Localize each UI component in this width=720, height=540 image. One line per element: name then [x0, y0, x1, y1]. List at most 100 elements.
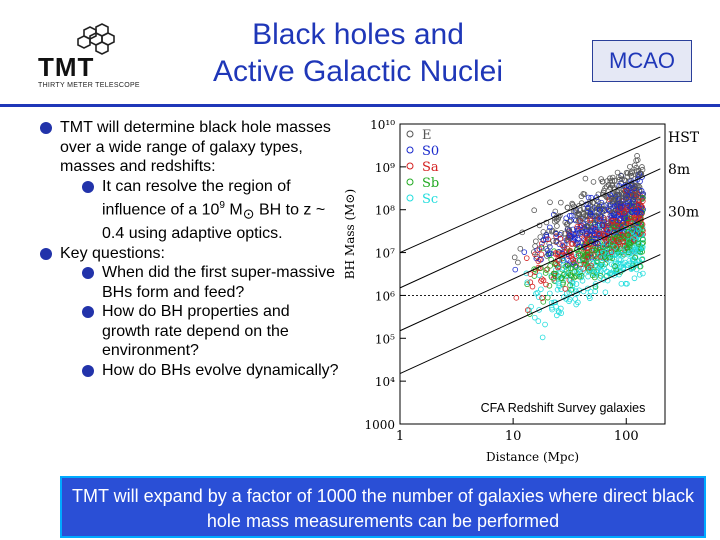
data-point — [610, 197, 617, 203]
data-point — [558, 275, 565, 281]
data-point — [547, 250, 554, 257]
data-point — [561, 271, 568, 277]
bullet-dot-icon — [40, 247, 52, 260]
data-point — [626, 202, 632, 209]
data-point — [540, 237, 547, 243]
data-point — [615, 211, 621, 218]
data-point — [573, 301, 579, 308]
data-point — [607, 213, 614, 219]
data-point — [550, 238, 556, 244]
data-point — [533, 290, 539, 297]
data-point — [620, 252, 626, 259]
data-point — [538, 278, 544, 284]
x-tick-label: 1 — [396, 429, 404, 444]
legend-label: Sb — [422, 176, 439, 191]
data-point — [631, 199, 637, 205]
data-point — [588, 262, 594, 269]
data-point — [565, 237, 571, 244]
data-point — [629, 225, 635, 232]
data-point — [563, 268, 569, 274]
data-point — [540, 299, 547, 305]
data-point — [531, 314, 538, 321]
data-point — [613, 182, 620, 189]
data-point — [632, 208, 639, 215]
bullet-text: TMT will determine black hole masses ove… — [60, 119, 331, 175]
data-point — [640, 270, 646, 277]
data-point — [564, 204, 571, 211]
data-point — [587, 217, 593, 224]
slide-title: Black holes and Active Galactic Nuclei — [180, 16, 536, 90]
data-point — [584, 205, 591, 211]
data-point — [602, 289, 609, 296]
data-point — [577, 223, 584, 230]
data-point — [546, 252, 553, 258]
data-point — [600, 249, 607, 256]
data-point — [523, 255, 530, 261]
data-point — [639, 204, 645, 210]
data-point — [629, 209, 635, 215]
data-point — [535, 318, 542, 324]
data-point — [569, 201, 576, 208]
chart-annotation: CFA Redshift Survey galaxies — [481, 401, 646, 415]
data-point — [567, 272, 573, 278]
bullet-item: Key questions: — [0, 244, 340, 264]
x-tick-label: 10 — [505, 429, 522, 444]
mcao-badge: MCAO — [592, 40, 692, 82]
bullet-list: TMT will determine black hole masses ove… — [0, 118, 340, 380]
data-point — [571, 274, 578, 281]
data-point — [565, 225, 571, 232]
data-point — [632, 254, 638, 261]
data-point — [521, 249, 528, 255]
data-point — [626, 239, 633, 246]
data-point — [559, 242, 566, 249]
data-point — [632, 162, 638, 168]
data-point — [635, 241, 642, 247]
data-point — [568, 241, 575, 247]
data-point — [581, 191, 588, 198]
data-point — [625, 232, 631, 238]
data-point — [540, 229, 547, 235]
data-point — [543, 245, 550, 252]
data-point — [608, 270, 614, 276]
data-point — [607, 237, 614, 243]
data-point — [571, 235, 578, 242]
limit-line-label: 8m — [668, 162, 690, 178]
data-point — [576, 211, 583, 218]
data-point — [609, 218, 616, 224]
y-tick-label: 10¹⁰ — [370, 118, 395, 132]
data-point — [555, 308, 562, 314]
data-point — [598, 223, 604, 230]
data-point — [567, 265, 574, 272]
resolution-limit-line — [399, 168, 661, 289]
data-point — [577, 252, 584, 259]
data-point — [597, 273, 604, 279]
data-point — [638, 220, 644, 227]
data-point — [598, 176, 604, 182]
exponent: 9 — [219, 200, 225, 211]
bullet-dot-icon — [82, 364, 94, 377]
data-point — [625, 188, 631, 194]
data-point — [639, 245, 646, 252]
data-point — [581, 206, 587, 212]
legend-label: E — [422, 128, 432, 143]
data-point — [583, 223, 590, 230]
data-point — [636, 271, 643, 278]
data-point — [631, 185, 638, 192]
data-point — [603, 226, 609, 233]
data-point — [544, 253, 550, 259]
resolution-limit-line — [399, 211, 661, 332]
data-point — [592, 281, 599, 287]
data-point — [527, 271, 534, 277]
data-point — [609, 178, 616, 184]
y-tick-label: 10⁷ — [375, 247, 395, 261]
sub-bullet-text: How do BH properties and growth rate dep… — [102, 303, 290, 360]
limit-line-label: 30m — [668, 205, 699, 221]
data-point — [552, 208, 559, 215]
data-point — [631, 182, 638, 189]
data-point — [623, 195, 629, 201]
resolution-limit-line — [399, 254, 661, 375]
data-point — [627, 170, 634, 177]
data-point — [540, 277, 547, 284]
data-point — [629, 248, 636, 254]
data-point — [611, 229, 617, 236]
